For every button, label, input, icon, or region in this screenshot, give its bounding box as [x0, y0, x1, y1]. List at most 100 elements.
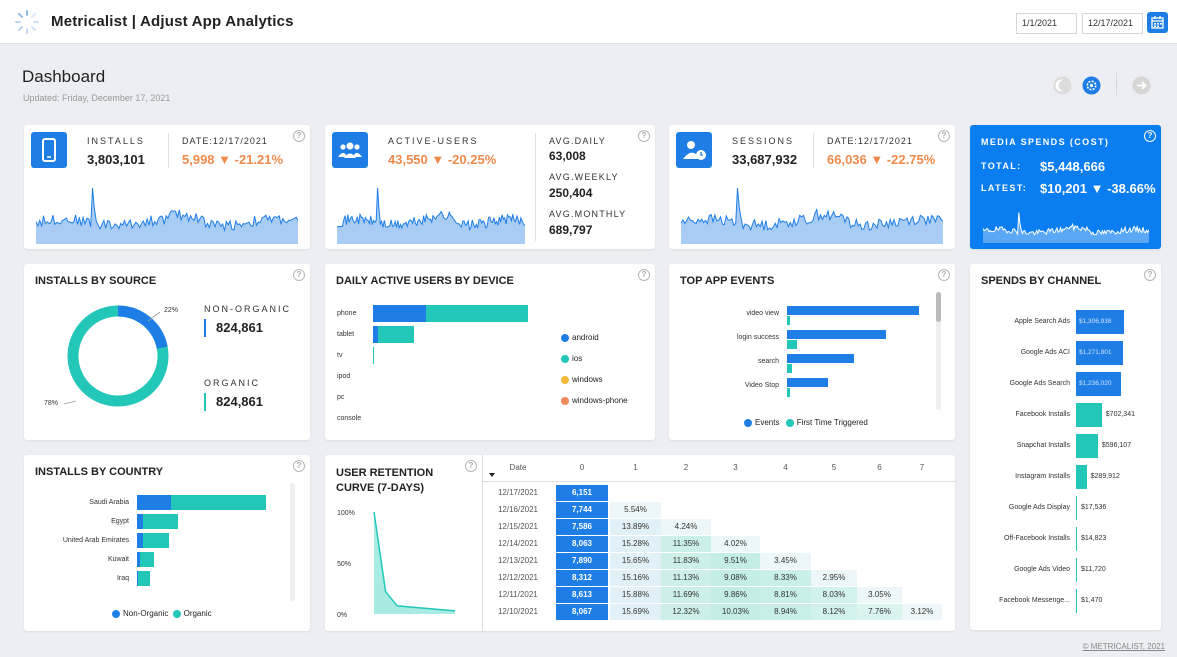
header-divider	[1116, 73, 1117, 95]
device-bar-ios	[426, 305, 528, 322]
installs-today-value: 5,998 ▼ -21.21%	[182, 152, 284, 167]
events-legend: Events First Time Triggered	[744, 418, 868, 427]
help-icon[interactable]: ?	[293, 460, 305, 472]
sessions-sparkline	[681, 187, 943, 244]
source-donut-chart	[63, 305, 169, 407]
organic-value: 824,861	[216, 394, 263, 409]
avg-daily-value: 63,008	[549, 149, 586, 163]
kpi-divider	[535, 133, 536, 241]
device-label: tv	[337, 352, 343, 359]
help-icon[interactable]: ?	[1144, 130, 1156, 142]
non-organic-label: NON-ORGANIC	[204, 304, 291, 314]
retention-column-header: 4	[783, 463, 788, 472]
channel-label: Google Ads Search	[1009, 380, 1070, 387]
help-icon[interactable]: ?	[293, 130, 305, 142]
retention-cell: 15.69%	[610, 604, 661, 620]
country-scrollbar-track[interactable]	[290, 483, 295, 601]
avg-weekly-value: 250,404	[549, 186, 593, 200]
help-icon[interactable]: ?	[638, 130, 650, 142]
channel-label: Snapchat Installs	[1016, 442, 1070, 449]
device-bar-android	[373, 305, 427, 322]
retention-cell: 3.05%	[857, 587, 902, 603]
help-icon[interactable]: ?	[638, 269, 650, 281]
kpi-divider	[813, 133, 814, 168]
country-bar-non-organic	[137, 495, 171, 510]
legend-events[interactable]: Events	[744, 418, 779, 427]
legend-first-time[interactable]: First Time Triggered	[785, 418, 868, 427]
sessions-today-value: 66,036 ▼ -22.75%	[827, 152, 936, 167]
device-label: ipod	[337, 373, 351, 380]
event-bar-first-time	[787, 340, 797, 349]
retention-row: 12/17/2021 6,151	[483, 485, 956, 502]
spends-by-channel-title: SPENDS BY CHANNEL	[981, 275, 1102, 287]
calendar-button[interactable]	[1147, 12, 1168, 33]
active-users-label: ACTIVE-USERS	[388, 136, 479, 146]
legend-non-organic[interactable]: Non-Organic	[112, 609, 168, 618]
channel-value: $289,912	[1090, 473, 1120, 480]
copyright-link[interactable]: © METRICALIST, 2021	[1082, 642, 1165, 651]
channel-value: $14,823	[1081, 535, 1107, 542]
retention-date: 12/12/2021	[497, 573, 539, 582]
retention-cell: 4.02%	[711, 536, 760, 552]
avg-monthly-value: 689,797	[549, 223, 593, 237]
retention-date: 12/16/2021	[497, 505, 539, 514]
retention-y-tick: 50%	[337, 561, 351, 568]
channel-label: Google Ads Video	[1014, 566, 1070, 573]
retention-date: 12/15/2021	[497, 522, 539, 531]
updated-timestamp: Updated: Friday, December 17, 2021	[23, 93, 171, 103]
help-icon[interactable]: ?	[293, 269, 305, 281]
help-icon[interactable]: ?	[1144, 269, 1156, 281]
device-label: tablet	[337, 331, 355, 338]
retention-cell: 11.83%	[661, 553, 711, 569]
sparkline-line	[983, 212, 1149, 236]
avg-monthly-label: AVG.MONTHLY	[549, 209, 627, 219]
legend-android[interactable]: android	[561, 327, 628, 348]
retention-row: 12/10/2021 8,067 15.69% 12.32% 10.03% 8.94% 8.…	[483, 604, 956, 621]
retention-column-header: 5	[831, 463, 837, 472]
legend-windows[interactable]: windows	[561, 369, 628, 390]
legend-windows-phone[interactable]: windows-phone	[561, 390, 628, 411]
retention-cell: 8.03%	[811, 587, 857, 603]
date-to-input[interactable]: 12/17/2021	[1082, 13, 1143, 34]
retention-cell: 3.45%	[760, 553, 811, 569]
retention-divider	[482, 455, 483, 631]
legend-ios[interactable]: ios	[561, 348, 628, 369]
event-bar-events	[787, 306, 919, 315]
spends-by-channel-card: ? SPENDS BY CHANNEL Apple Search Ads $1,3…	[970, 264, 1161, 630]
retention-row: 12/13/2021 7,890 15.65% 11.83% 9.51% 3.45%	[483, 553, 956, 570]
events-scrollbar-track[interactable]	[936, 292, 941, 410]
next-arrow-icon[interactable]	[1132, 76, 1151, 95]
country-bar-non-organic	[137, 514, 143, 529]
installs-label: INSTALLS	[87, 136, 145, 146]
channel-value: $1,470	[1081, 597, 1103, 604]
dark-mode-icon[interactable]	[1053, 76, 1072, 95]
help-icon[interactable]: ?	[465, 460, 477, 472]
country-bar-organic	[143, 514, 178, 529]
help-icon[interactable]: ?	[938, 130, 950, 142]
retention-cell: 15.88%	[610, 587, 661, 603]
device-bar-ios	[378, 326, 414, 343]
retention-cell: 9.86%	[711, 587, 760, 603]
sparkline-line	[337, 187, 525, 232]
channel-value: $596,107	[1101, 442, 1132, 449]
date-from-input[interactable]: 1/1/2021	[1016, 13, 1077, 34]
active-users-sparkline	[337, 187, 525, 244]
settings-icon[interactable]	[1082, 76, 1101, 95]
retention-title: USER RETENTION CURVE (7-DAYS)	[336, 467, 434, 494]
top-app-events-card: ? TOP APP EVENTS Events First Time Trigg…	[669, 264, 955, 440]
dau-by-device-title: DAILY ACTIVE USERS BY DEVICE	[336, 275, 514, 287]
event-label: search	[757, 358, 779, 365]
device-label: pc	[337, 394, 345, 401]
retention-y-tick: 0%	[337, 612, 347, 619]
events-scrollbar-thumb[interactable]	[936, 292, 941, 322]
sessions-date-label: DATE:12/17/2021	[827, 136, 913, 146]
channel-value: $1,271,801	[1079, 349, 1112, 356]
channel-bar	[1076, 558, 1077, 582]
channel-label: Google Ads ACI	[1020, 349, 1070, 356]
legend-organic[interactable]: Organic	[172, 609, 212, 618]
channel-label: Facebook Installs	[1015, 411, 1070, 418]
retention-cell: 5.54%	[610, 502, 661, 518]
help-icon[interactable]: ?	[938, 269, 950, 281]
retention-cell: 8.12%	[811, 604, 857, 620]
retention-cell: 8.94%	[760, 604, 811, 620]
